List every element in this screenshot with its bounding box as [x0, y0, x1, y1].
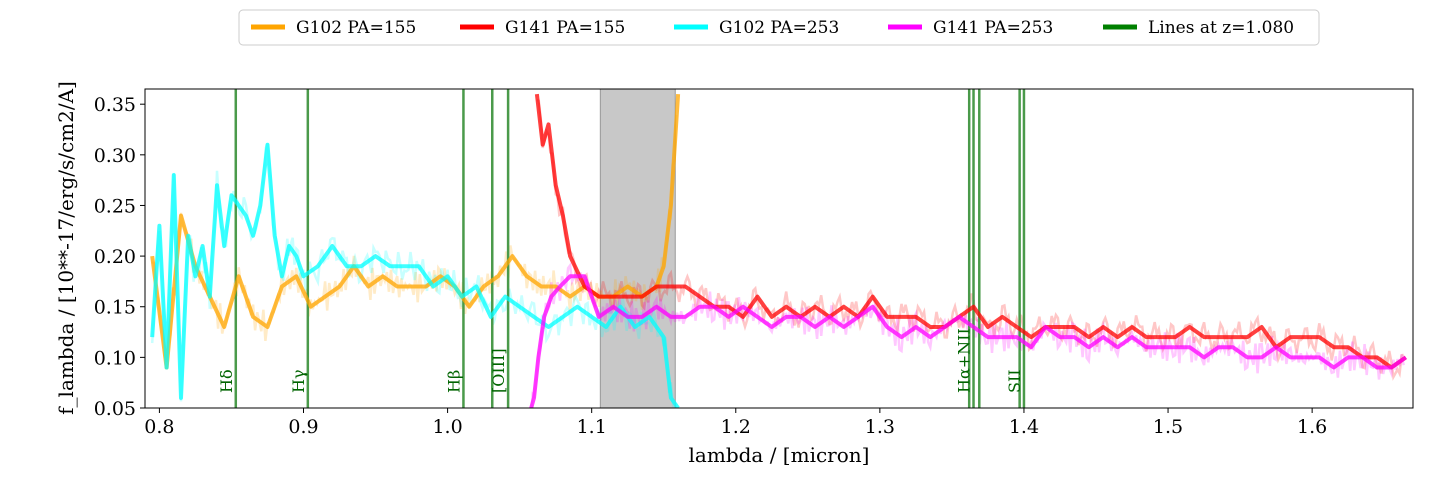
x-tick-label: 1.1	[577, 416, 607, 438]
emission-line-label: Hβ	[444, 370, 463, 393]
y-tick-label: 0.20	[94, 246, 136, 268]
x-tick-label: 1.2	[721, 416, 751, 438]
x-tick-label: 1.4	[1009, 416, 1039, 438]
x-tick-label: 1.0	[432, 416, 462, 438]
emission-line-label: Hα+NII	[955, 328, 974, 393]
legend-box	[238, 9, 1320, 46]
series-g102-pa-253	[150, 142, 680, 408]
emission-line-label: Hδ	[217, 369, 236, 393]
legend-label: G102 PA=253	[719, 18, 839, 38]
plot-area	[150, 89, 1407, 408]
x-tick-label: 1.6	[1297, 416, 1327, 438]
legend-label: Lines at z=1.080	[1148, 18, 1294, 38]
y-tick-label: 0.10	[94, 347, 136, 369]
emission-line-label: Hγ	[289, 369, 308, 393]
legend-label: G102 PA=155	[296, 18, 416, 38]
y-axis: 0.05 0.10 0.15 0.20 0.25 0.30 0.35	[94, 94, 145, 420]
y-tick-label: 0.05	[94, 398, 136, 420]
x-tick-label: 1.3	[865, 416, 895, 438]
emission-line-label: [OIII]	[489, 348, 508, 393]
emission-line-label: SII	[1005, 369, 1024, 393]
series-g141-pa-253	[529, 274, 1407, 408]
y-tick-label: 0.30	[94, 145, 136, 167]
y-tick-label: 0.35	[94, 94, 136, 116]
y-tick-label: 0.15	[94, 297, 136, 319]
legend: G102 PA=155 G141 PA=155 G102 PA=253 G141 PA…	[238, 9, 1320, 46]
y-tick-label: 0.25	[94, 195, 136, 217]
series-g102-pa-155	[150, 93, 681, 370]
x-tick-label: 0.8	[144, 416, 174, 438]
plot-frame	[144, 88, 1414, 409]
legend-label: G141 PA=155	[505, 18, 625, 38]
x-tick-label: 1.5	[1153, 416, 1183, 438]
series-g102-pa-155-noise	[151, 114, 678, 363]
y-axis-label: f_lambda / [10**-17/erg/s/cm2/A]	[54, 81, 78, 415]
x-axis-label: lambda / [micron]	[689, 443, 870, 467]
x-axis: 0.8 0.9 1.0 1.1 1.2 1.3 1.4 1.5 1.6	[144, 408, 1327, 438]
legend-label: G141 PA=253	[933, 18, 1053, 38]
x-tick-label: 0.9	[288, 416, 318, 438]
masked-region	[599, 89, 676, 408]
